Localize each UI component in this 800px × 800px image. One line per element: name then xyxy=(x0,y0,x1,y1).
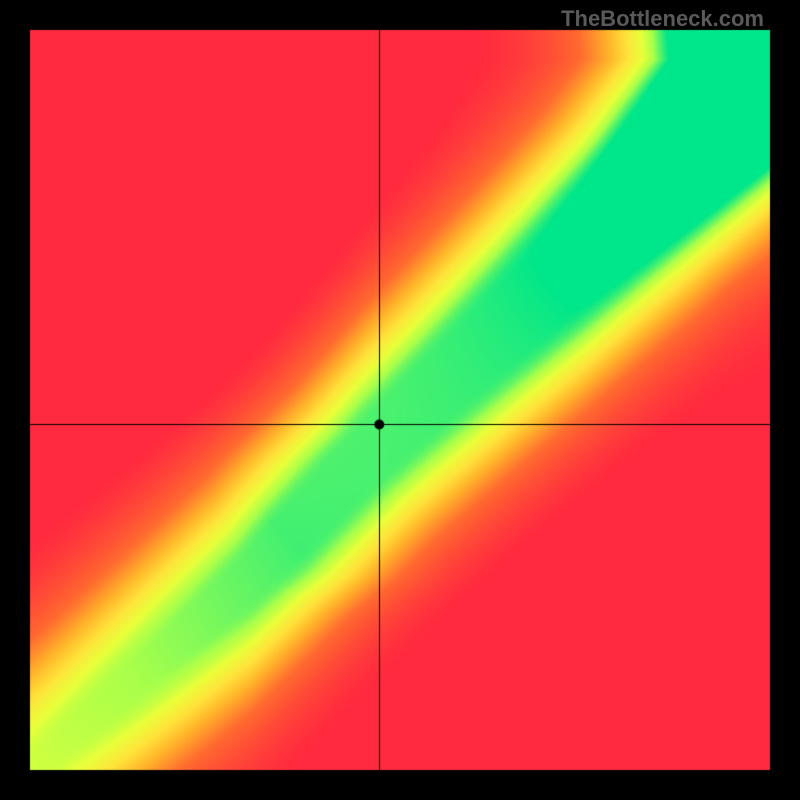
bottleneck-heatmap xyxy=(0,0,800,800)
chart-container: TheBottleneck.com xyxy=(0,0,800,800)
watermark-text: TheBottleneck.com xyxy=(561,6,764,32)
